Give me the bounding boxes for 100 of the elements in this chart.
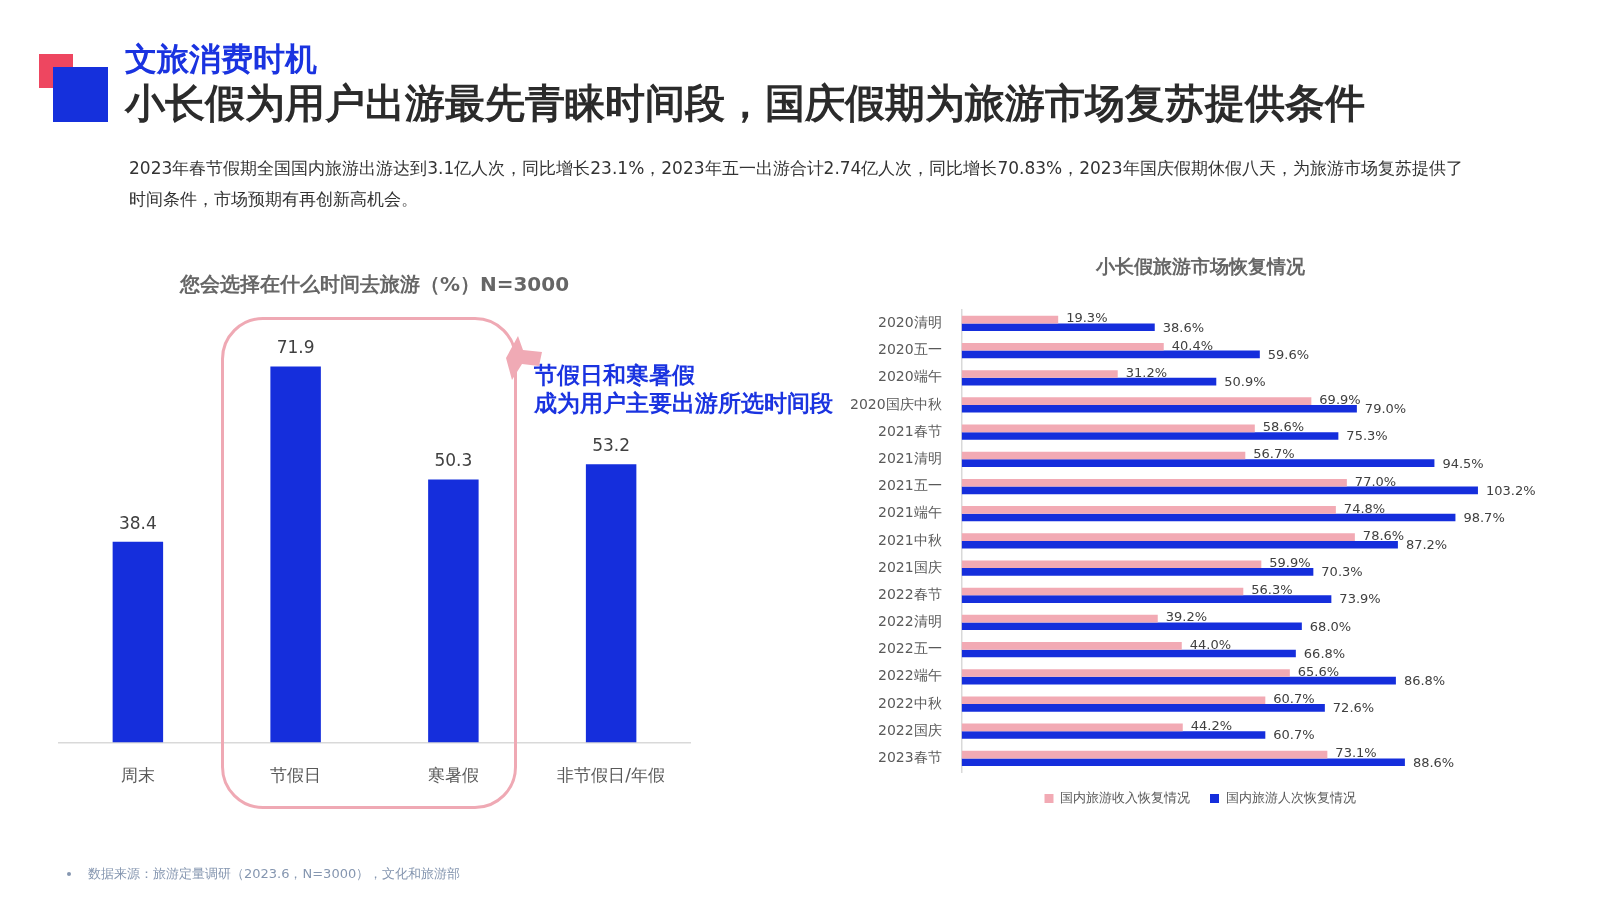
bar: [961, 587, 1244, 596]
data-label: 59.9%: [1269, 555, 1311, 571]
bar: [961, 323, 1155, 332]
y-tick-label: 2023春节: [877, 749, 942, 766]
data-label: 58.6%: [1262, 419, 1305, 435]
bar: [961, 459, 1435, 467]
bar: [961, 370, 1118, 378]
text: 文旅消费时机: [125, 39, 317, 79]
bar: [585, 464, 637, 743]
bar: [961, 642, 1182, 650]
chart-title: 小长假旅游市场恢复情况: [1094, 255, 1306, 278]
bar: [961, 614, 1158, 623]
bar: [961, 649, 1296, 658]
data-label: 56.3%: [1251, 582, 1293, 598]
data-label: 59.6%: [1267, 346, 1310, 362]
data-label: 94.5%: [1442, 455, 1484, 471]
data-label: 77.0%: [1354, 473, 1397, 489]
data-label: 103.2%: [1485, 482, 1536, 498]
y-tick-label: 2022国庆: [877, 721, 942, 738]
data-label: 60.7%: [1273, 727, 1315, 743]
text: 小长假为用户出游最先青睐时间段，国庆假期为旅游市场复苏提供条件: [125, 79, 1365, 127]
y-tick-label: 2021国庆: [877, 558, 942, 575]
bar: [961, 404, 1357, 413]
data-label: 73.1%: [1335, 745, 1377, 761]
y-tick-label: 2021中秋: [877, 531, 942, 548]
bar: [961, 595, 1332, 603]
bar: [961, 750, 1328, 759]
bar: [112, 541, 164, 743]
data-label: 50.3: [434, 450, 473, 471]
annotation: 节假日和寒暑假: [534, 361, 695, 389]
data-label: 70.3%: [1321, 564, 1363, 580]
bar: [961, 478, 1347, 487]
data-label: 38.6%: [1162, 319, 1205, 335]
y-tick-label: 2021春节: [877, 422, 942, 439]
bar: [961, 540, 1398, 549]
data-label: 66.8%: [1303, 645, 1346, 661]
data-label: 44.2%: [1190, 718, 1233, 734]
data-label: 38.4: [118, 512, 157, 533]
data-label: 68.0%: [1309, 618, 1352, 634]
data-label: 72.6%: [1332, 700, 1375, 716]
data-label: 56.7%: [1253, 446, 1295, 462]
bar: [961, 704, 1325, 712]
bar: [961, 451, 1246, 460]
bar: [961, 560, 1262, 569]
bar: [961, 731, 1266, 739]
bar: [961, 758, 1405, 767]
data-label: 73.9%: [1339, 591, 1381, 607]
bar: [961, 723, 1183, 732]
y-tick-label: 2022五一: [877, 640, 942, 657]
y-tick-label: 2021端午: [877, 504, 942, 521]
data-label: 60.7%: [1273, 691, 1315, 707]
bar: [961, 377, 1217, 386]
y-tick-label: 2022清明: [877, 613, 942, 630]
legend-label: 国内旅游收入恢复情况: [1060, 789, 1190, 805]
bar: [428, 479, 479, 743]
data-label: 75.3%: [1346, 428, 1388, 444]
legend-label: 国内旅游人次恢复情况: [1225, 789, 1356, 805]
data-label: 65.6%: [1297, 663, 1340, 679]
x-tick-label: 非节假日/年假: [557, 765, 665, 786]
data-label: 98.7%: [1463, 509, 1505, 525]
y-tick-label: 2020清明: [877, 314, 942, 331]
bar: [961, 506, 1336, 514]
data-label: 31.2%: [1125, 364, 1168, 380]
bar: [270, 366, 321, 743]
bar: [961, 315, 1059, 324]
data-label: 19.3%: [1066, 310, 1108, 326]
data-label: 44.0%: [1189, 636, 1232, 652]
chart-title: 您会选择在什么时间去旅游（%）N=3000: [178, 272, 570, 297]
data-label: 78.6%: [1362, 527, 1405, 543]
y-tick-label: 2021五一: [877, 477, 942, 494]
data-label: 39.2%: [1165, 609, 1208, 625]
x-tick-label: 周末: [120, 765, 155, 786]
data-label: 50.9%: [1224, 373, 1266, 389]
data-label: 40.4%: [1171, 337, 1214, 353]
bar: [961, 622, 1302, 631]
data-label: 88.6%: [1412, 754, 1455, 770]
text: 2023年春节假期全国国内旅游出游达到3.1亿人次，同比增长23.1%，2023年五一出游合计2.74亿人次，同比增长70.83%，2023年国庆假期休假八天，为旅游市场复苏提供了时间条件，市场预期有再创新高机会。: [129, 157, 1464, 211]
x-tick-label: 寒暑假: [427, 765, 479, 786]
bar: [961, 669, 1290, 677]
bar: [961, 513, 1456, 522]
bar: [961, 568, 1314, 576]
y-tick-label: 2022端午: [877, 667, 942, 684]
annotation: 成为用户主要出游所选时间段: [534, 389, 833, 417]
bar: [961, 486, 1478, 495]
bar: [961, 533, 1355, 541]
bar: [961, 676, 1396, 685]
data-label: 74.8%: [1343, 500, 1386, 516]
x-tick-label: 节假日: [270, 765, 322, 786]
data-label: 87.2%: [1405, 537, 1448, 553]
data-label: 71.9: [276, 337, 315, 358]
data-label: 79.0%: [1364, 401, 1407, 417]
bar: [961, 696, 1266, 705]
y-tick-label: 2020五一: [877, 341, 942, 358]
data-label: 53.2: [592, 435, 631, 456]
bar: [961, 432, 1339, 440]
bar: [961, 397, 1312, 405]
y-tick-label: 2020端午: [877, 368, 942, 385]
y-tick-label: 2022春节: [877, 585, 942, 602]
bar: [961, 350, 1260, 359]
bar: [961, 424, 1255, 433]
